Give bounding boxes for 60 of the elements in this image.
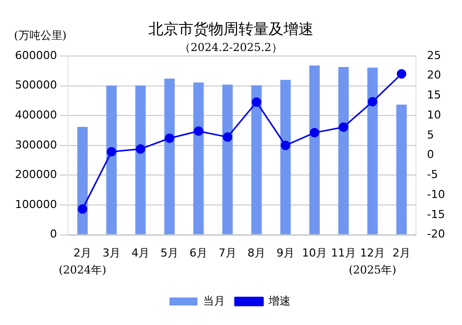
point: [368, 96, 378, 106]
y2-tick-label: -5: [427, 168, 438, 182]
bar: [338, 67, 349, 234]
point: [338, 122, 348, 132]
chart-subtitle: （2024.2-2025.2）: [180, 40, 282, 54]
y-tick-label: 600000: [14, 48, 57, 62]
y-tick-label: 200000: [14, 168, 57, 182]
y2-tick-label: -20: [427, 228, 445, 241]
point: [310, 128, 320, 138]
bar: [77, 126, 88, 234]
text: (2025年): [348, 264, 396, 277]
bar: [309, 66, 320, 234]
text: (2024年): [58, 264, 106, 277]
y2-tick-label: 15: [427, 88, 442, 102]
x-tick-label: 2月: [392, 246, 411, 260]
y-axis-title: (万吨公里): [14, 28, 67, 42]
bar: [135, 86, 146, 234]
y-tick-label: 300000: [14, 138, 57, 152]
bar: [222, 84, 233, 234]
point: [194, 126, 204, 136]
y2-tick-label: 20: [427, 68, 442, 82]
chart-title: 北京市货物周转量及增速: [148, 20, 314, 38]
y2-tick-label: 0: [427, 148, 434, 162]
x-tick-label: 10月: [302, 246, 328, 260]
y2-tick-label: -10: [427, 188, 445, 201]
point: [222, 132, 232, 142]
point: [106, 147, 116, 157]
bar: [396, 104, 407, 234]
y-tick-label: 0: [50, 228, 57, 241]
bar: [164, 78, 175, 234]
x-tick-label: 6月: [190, 246, 208, 260]
point: [280, 140, 290, 150]
point: [78, 204, 88, 214]
bar: [251, 85, 262, 234]
x-tick-label: 11月: [331, 246, 356, 260]
x-tick-label: 7月: [218, 246, 237, 260]
x-tick-label: 3月: [102, 246, 120, 260]
bar: [106, 86, 117, 234]
y2-tick-label: -15: [427, 208, 445, 221]
point: [252, 97, 262, 107]
y-tick-label: 500000: [14, 78, 57, 92]
legend-label: 增速: [268, 294, 290, 308]
point: [136, 144, 146, 154]
bar: [193, 82, 204, 234]
x-tick-label: 4月: [132, 246, 150, 260]
legend-label: 当月: [203, 294, 225, 308]
y-tick-label: 400000: [14, 108, 57, 122]
x-tick-label: 2月: [73, 246, 92, 260]
y-tick-label: 100000: [14, 198, 57, 211]
point: [164, 134, 174, 143]
bar: [280, 80, 291, 234]
point: [396, 69, 406, 79]
y2-tick-label: 10: [427, 108, 442, 122]
x-tick-label: 8月: [248, 246, 266, 260]
x-tick-label: 5月: [160, 246, 179, 260]
bar: [367, 68, 378, 234]
y2-tick-label: 5: [427, 128, 434, 142]
x-tick-label: 9月: [276, 246, 295, 260]
y2-tick-label: 25: [427, 48, 442, 62]
x-tick-label: 12月: [360, 246, 386, 260]
